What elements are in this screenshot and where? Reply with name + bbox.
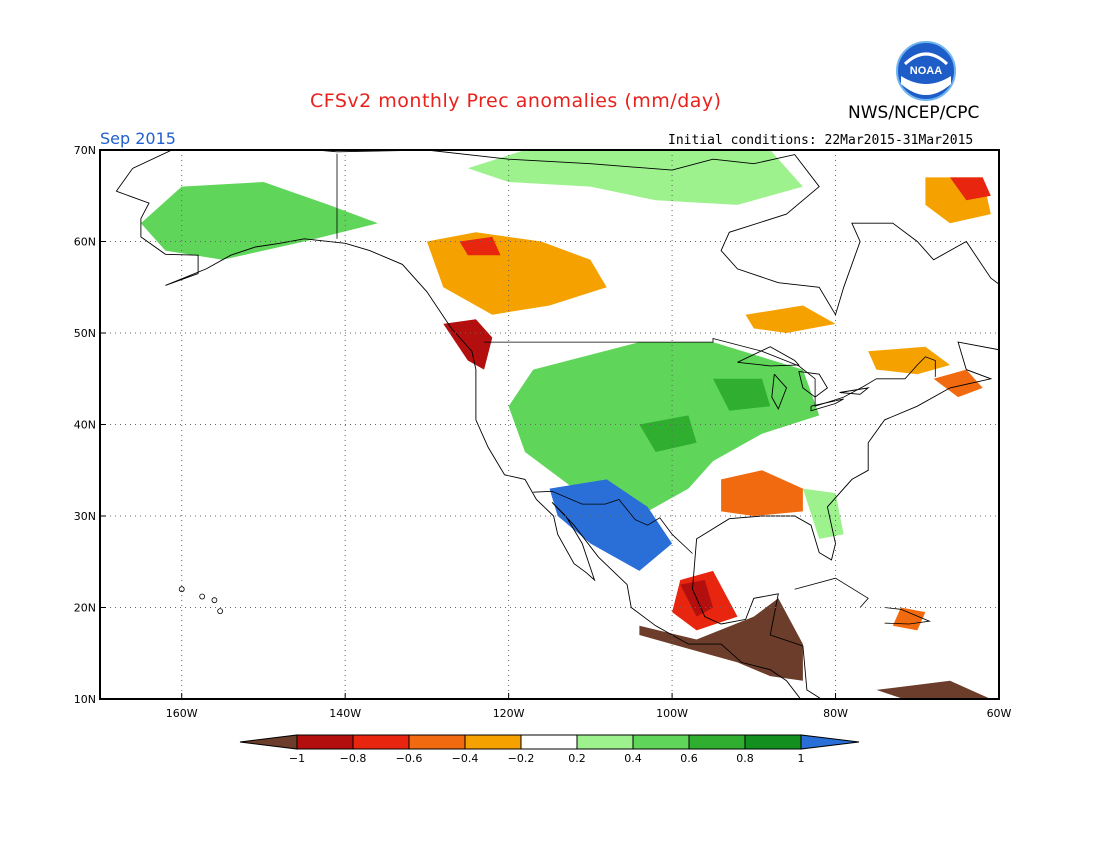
- hispaniola-outline: [884, 607, 932, 625]
- colorbar-box: [408, 734, 466, 750]
- colorbar-tick-label: −0.8: [340, 752, 367, 765]
- lake-outline-4: [839, 387, 870, 395]
- lon-label: 100W: [656, 707, 688, 720]
- lake-outline-0: [737, 346, 800, 367]
- lon-label: 160W: [166, 707, 198, 720]
- anomaly-region-ontario-patch: [745, 305, 836, 333]
- coastline: [115, 150, 999, 699]
- colorbar-box: [576, 734, 634, 750]
- anomaly-region-labrador-core-patch: [950, 177, 991, 201]
- colorbar-box: [352, 734, 410, 750]
- lat-label: 10N: [74, 693, 96, 706]
- anomaly-field: [115, 150, 999, 699]
- colorbar-arrow-low: [239, 734, 298, 750]
- colorbar: −1 −0.8 −0.6 −0.4 −0.2 0.2 0.4 0.6 0.8 1: [239, 734, 860, 765]
- colorbar-tick-label: 0.6: [680, 752, 698, 765]
- colorbar-arrow-high: [800, 734, 860, 750]
- lon-label: 120W: [493, 707, 525, 720]
- anomaly-region-alaska: [140, 182, 378, 260]
- anomaly-region-gulf-coast-south: [721, 470, 803, 516]
- anomaly-region-maritimes-patch: [933, 369, 983, 398]
- anomaly-region-southwest-us-mexico: [549, 479, 673, 571]
- lon-label: 60W: [987, 707, 1012, 720]
- colorbar-box: [296, 734, 354, 750]
- forecast-month: Sep 2015: [100, 129, 176, 148]
- lat-label: 50N: [74, 327, 96, 340]
- anomaly-region-quebec-patch: [868, 346, 950, 375]
- colorbar-box: [520, 734, 578, 750]
- lake-outline-3: [810, 398, 844, 412]
- anomaly-region-plains-wet-patch: [639, 415, 697, 452]
- lake-outline-1: [771, 373, 788, 410]
- anomaly-region-caribbean-patch: [892, 607, 926, 631]
- hawaii-island-1: [199, 593, 206, 600]
- anomaly-region-midwest-wet-patch: [713, 378, 771, 411]
- anomaly-region-florida-wet-patch: [802, 488, 844, 539]
- noaa-logo: NOAA: [896, 41, 956, 101]
- anomaly-region-south-america-patch: [876, 680, 991, 699]
- colorbar-tick-label: 0.2: [568, 752, 586, 765]
- colorbar-tick-label: 0.8: [736, 752, 754, 765]
- anomaly-region-central-america: [639, 598, 803, 681]
- us-canada-border: [484, 337, 936, 407]
- lat-label: 60N: [74, 236, 96, 249]
- initial-conditions: Initial conditions: 22Mar2015-31Mar2015: [668, 133, 974, 148]
- colorbar-box: [688, 734, 746, 750]
- lat-label: 40N: [74, 419, 96, 432]
- colorbar-box: [632, 734, 690, 750]
- figure-title: CFSv2 monthly Prec anomalies (mm/day): [310, 90, 722, 112]
- anomaly-region-northern-canada: [467, 150, 803, 205]
- colorbar-tick-label: −1: [289, 752, 305, 765]
- anomaly-region-western-canada: [426, 232, 607, 315]
- hawaii-island-0: [178, 586, 185, 593]
- colorbar-tick-label: −0.2: [508, 752, 535, 765]
- colorbar-tick-label: 1: [798, 752, 805, 765]
- hawaii-island-3: [217, 608, 224, 615]
- hawaii-island-2: [211, 597, 218, 604]
- cuba-outline: [794, 577, 869, 608]
- colorbar-tick-label: 0.4: [624, 752, 642, 765]
- lat-label: 70N: [74, 144, 96, 157]
- colorbar-box: [744, 734, 802, 750]
- us-mexico-border: [533, 490, 693, 554]
- anomaly-region-pacific-northwest: [443, 319, 493, 370]
- lat-label: 30N: [74, 510, 96, 523]
- colorbar-tick-label: −0.4: [452, 752, 479, 765]
- organization-label: NWS/NCEP/CPC: [848, 103, 980, 123]
- lon-label: 140W: [329, 707, 361, 720]
- colorbar-tick-label: −0.6: [396, 752, 423, 765]
- lon-label: 80W: [823, 707, 848, 720]
- lake-outline-2: [798, 370, 828, 398]
- logo-text: NOAA: [910, 65, 942, 77]
- colorbar-box: [464, 734, 522, 750]
- lat-label: 20N: [74, 602, 96, 615]
